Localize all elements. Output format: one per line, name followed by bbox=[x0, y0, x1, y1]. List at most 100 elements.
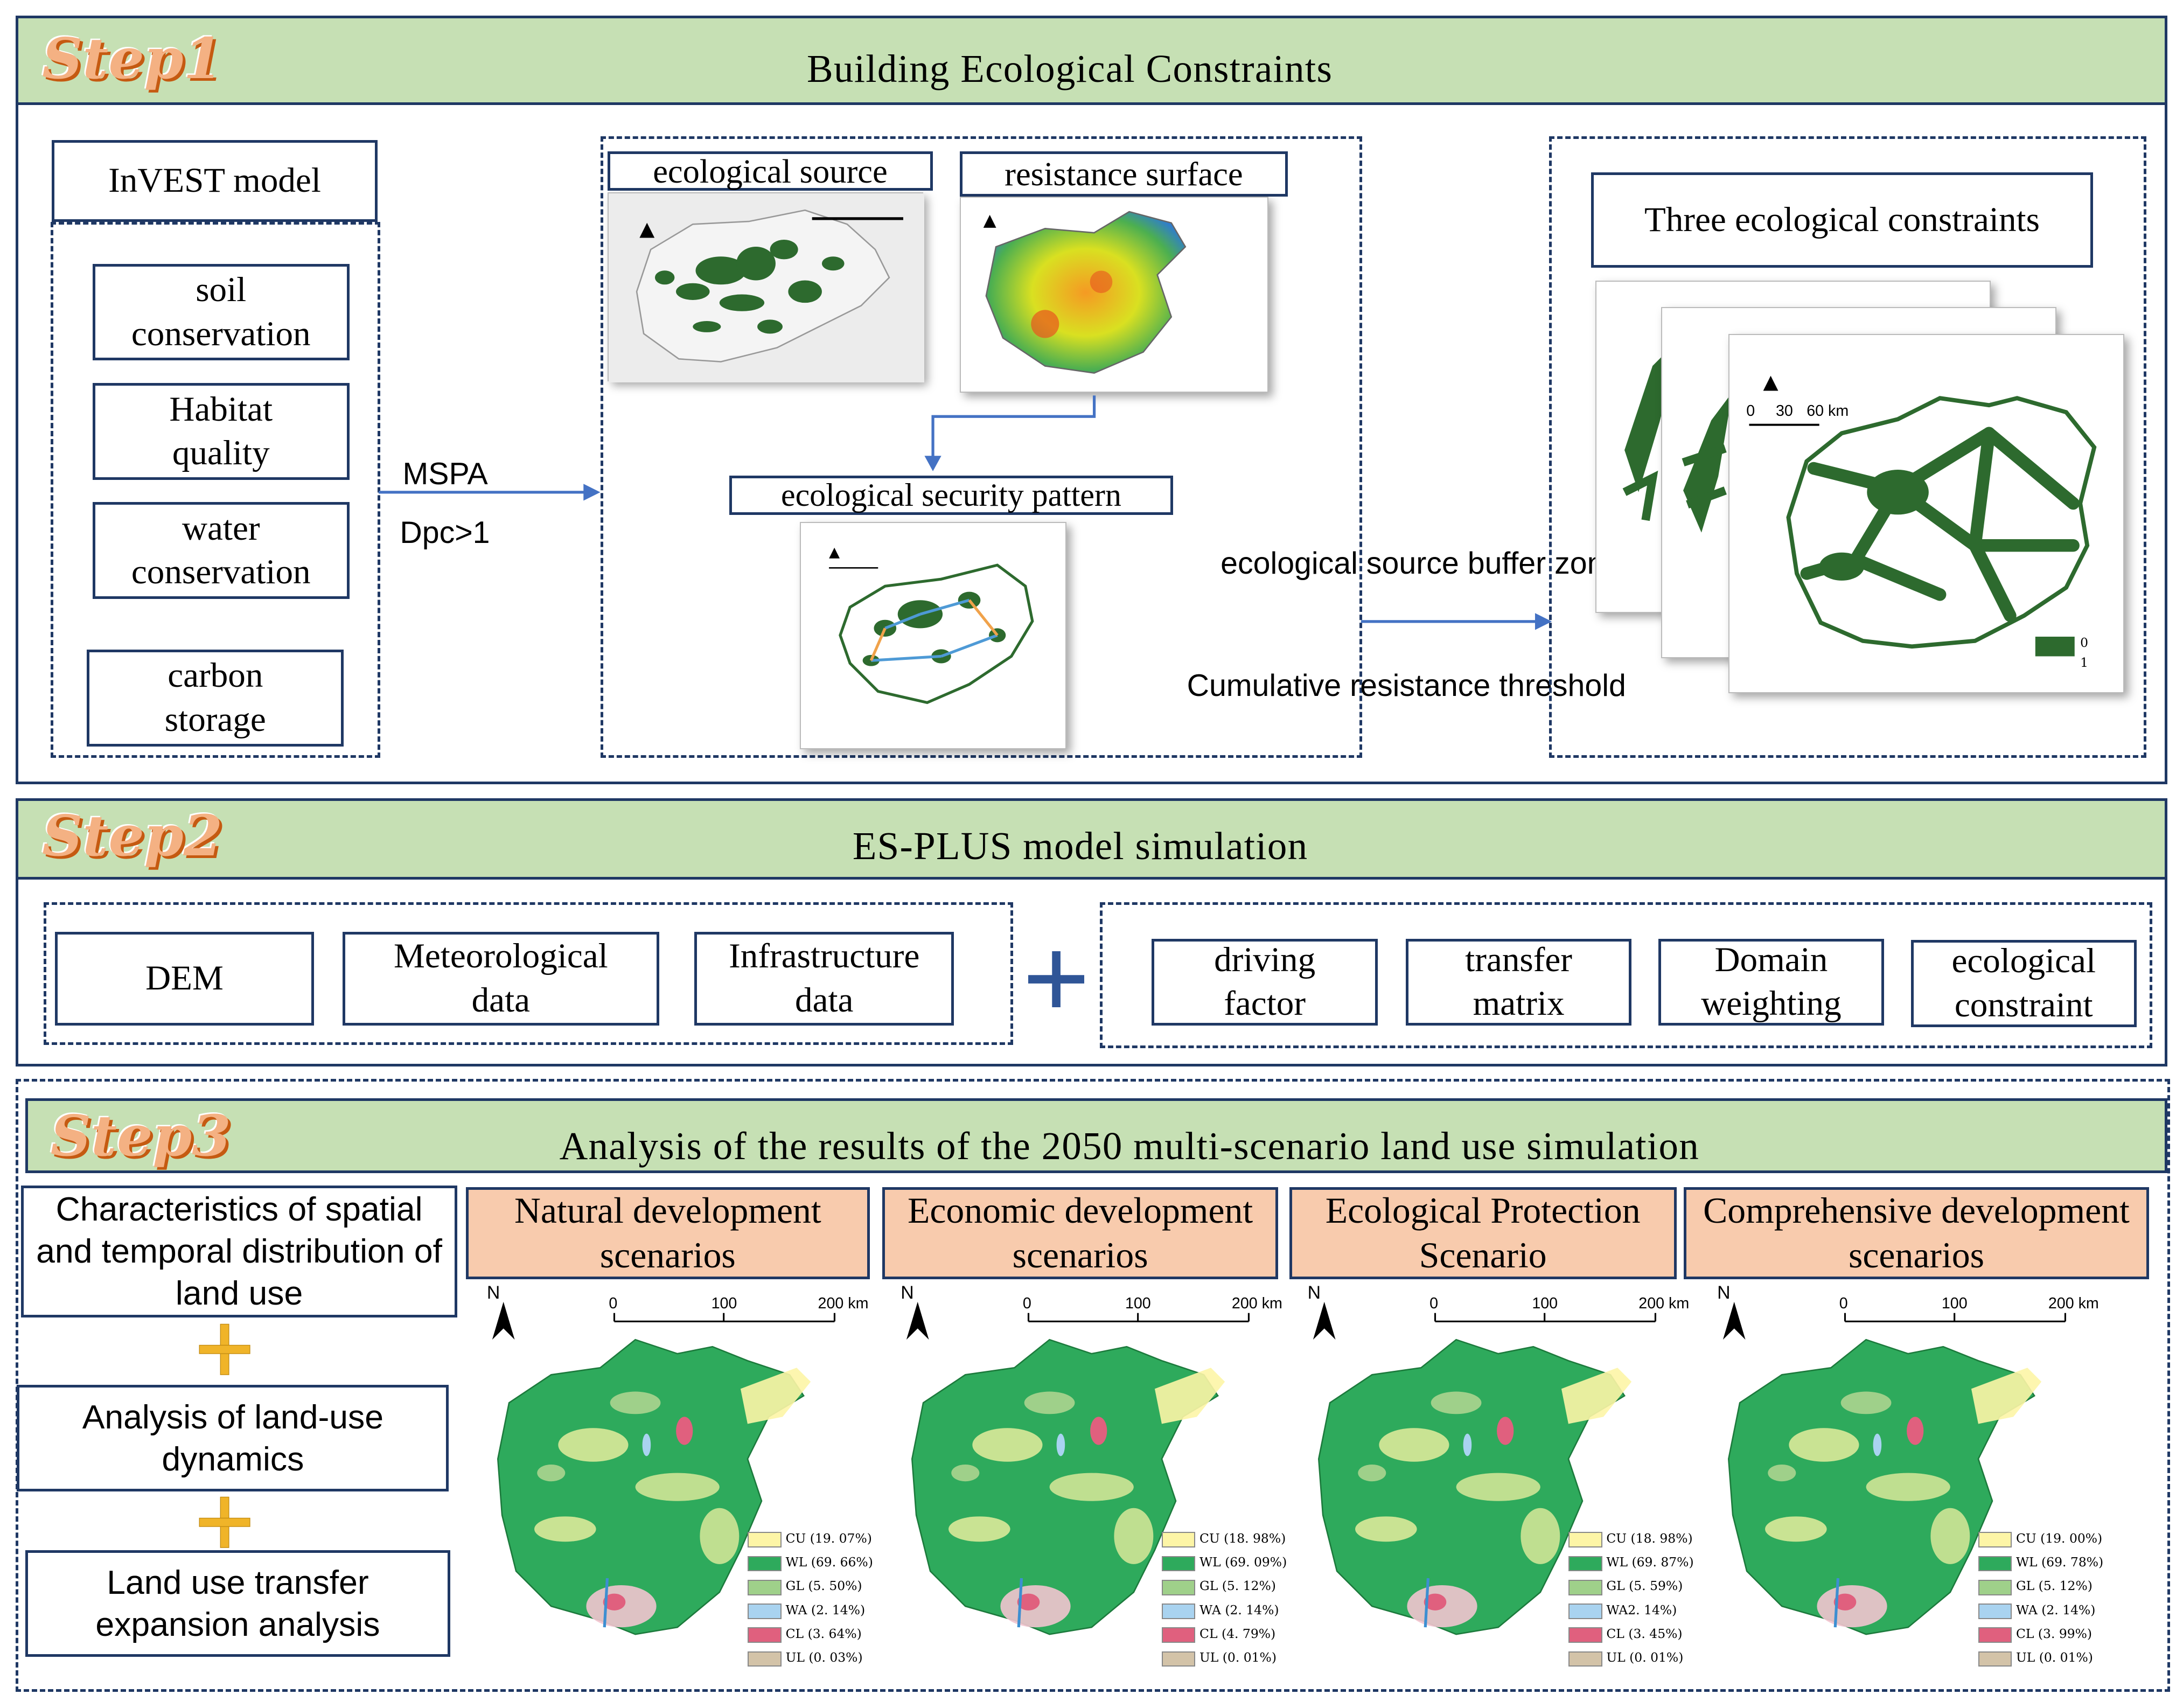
transfer-expansion-box: Land use transfer expansion analysis bbox=[25, 1550, 451, 1657]
step3-header bbox=[25, 1098, 2168, 1173]
legend-swatch bbox=[1568, 1604, 1602, 1619]
resistance-surface-map: ▲ bbox=[959, 196, 1268, 393]
north-label: N bbox=[901, 1282, 914, 1303]
infrastructure-box: Infrastructure data bbox=[694, 931, 954, 1026]
legend-label: CL (3. 45%) bbox=[1606, 1626, 1683, 1641]
soil-conservation-box: soil conservation bbox=[92, 263, 350, 361]
land-use-dynamics-box: Analysis of land-use dynamics bbox=[17, 1384, 449, 1491]
legend-label: UL (0. 01%) bbox=[1199, 1650, 1277, 1665]
meteorological-box: Meteorological data bbox=[342, 931, 660, 1026]
svg-text:▲: ▲ bbox=[639, 217, 654, 240]
legend-swatch bbox=[1568, 1556, 1602, 1572]
scenario-natural-header: Natural development scenarios bbox=[465, 1187, 870, 1280]
legend-swatch bbox=[1978, 1627, 2012, 1643]
constraint-map-front: ▲ 0 30 60 km 0 1 bbox=[1728, 333, 2124, 693]
constraint-map-front-graphic: ▲ bbox=[1749, 370, 2097, 657]
step1-header bbox=[15, 15, 2168, 106]
three-map-scale-0: 0 bbox=[1746, 402, 1755, 420]
scenario-economic-header: Economic development scenarios bbox=[882, 1187, 1278, 1280]
step3-plus-1 bbox=[193, 1319, 255, 1391]
legend-swatch bbox=[748, 1556, 782, 1572]
three-map-legend-0: 0 bbox=[2080, 635, 2089, 651]
legend-label: CU (19. 00%) bbox=[2015, 1530, 2103, 1546]
transfer-matrix-box: transfer matrix bbox=[1405, 938, 1632, 1026]
constraint-map-middle-graphic bbox=[1682, 392, 1733, 533]
scale-label: 100 bbox=[1941, 1295, 1968, 1313]
svg-text:▲: ▲ bbox=[1763, 370, 1778, 393]
legend-swatch bbox=[748, 1579, 782, 1595]
scenario-map-graphic bbox=[906, 1302, 1250, 1635]
legend-swatch bbox=[1161, 1579, 1196, 1595]
scale-label: 200 km bbox=[1638, 1295, 1690, 1313]
domain-weighting-box: Domain weighting bbox=[1658, 938, 1885, 1026]
legend-label: UL (0. 01%) bbox=[2015, 1650, 2093, 1665]
legend-label: WA2. 14%) bbox=[1606, 1602, 1677, 1618]
scenario-ecological-header: Ecological Protection Scenario bbox=[1289, 1187, 1677, 1280]
spatial-temporal-box: Characteristics of spatial and temporal … bbox=[21, 1185, 458, 1317]
legend-swatch bbox=[748, 1627, 782, 1643]
resistance-surface-label: resistance surface bbox=[959, 151, 1288, 197]
legend-label: WL (69. 87%) bbox=[1606, 1554, 1694, 1570]
legend-label: UL (0. 01%) bbox=[1606, 1650, 1684, 1665]
invest-group bbox=[50, 221, 380, 758]
legend-swatch bbox=[1978, 1651, 2012, 1667]
legend-swatch bbox=[1161, 1627, 1196, 1643]
legend-label: WL (69. 09%) bbox=[1199, 1554, 1287, 1570]
scale-label: 100 bbox=[711, 1295, 737, 1313]
gold-plus-icon bbox=[199, 1496, 250, 1548]
north-label: N bbox=[1717, 1282, 1731, 1303]
resistance-threshold-label: Cumulative resistance threshold bbox=[1187, 668, 1626, 703]
legend-swatch bbox=[1568, 1627, 1602, 1643]
legend-swatch bbox=[748, 1532, 782, 1547]
security-pattern-label: ecological security pattern bbox=[729, 475, 1173, 515]
mspa-label: MSPA bbox=[402, 456, 488, 491]
scale-label: 0 bbox=[1839, 1295, 1848, 1313]
legend-label: UL (0. 03%) bbox=[785, 1650, 863, 1665]
legend-label: WL (69. 66%) bbox=[785, 1554, 873, 1570]
driving-factor-box: driving factor bbox=[1152, 938, 1378, 1026]
three-map-legend-1: 1 bbox=[2080, 654, 2089, 670]
step2-data-group bbox=[43, 902, 1013, 1045]
step3-badge: Step3 bbox=[50, 1103, 231, 1169]
legend-label: GL (5. 59%) bbox=[1606, 1578, 1683, 1594]
legend-swatch bbox=[748, 1604, 782, 1619]
legend-swatch bbox=[1161, 1532, 1196, 1547]
security-pattern-map: ▲ bbox=[799, 521, 1066, 749]
scenario-map-panel: N 0 100 200 km CU (18. 98%) WL (69. 09%) GL (5… bbox=[881, 1282, 1288, 1676]
scenario-map-graphic bbox=[1722, 1302, 2066, 1635]
north-label: N bbox=[486, 1282, 500, 1303]
svg-text:▲: ▲ bbox=[983, 211, 996, 230]
svg-text:▲: ▲ bbox=[829, 544, 840, 560]
dpc-label: Dpc>1 bbox=[400, 515, 490, 550]
step2-badge: Step2 bbox=[42, 802, 223, 869]
legend-swatch bbox=[1978, 1604, 2012, 1619]
resistance-surface-map-graphic: ▲ bbox=[983, 211, 1186, 374]
legend-label: CU (18. 98%) bbox=[1606, 1530, 1693, 1546]
step1-title: Building Ecological Constraints bbox=[807, 46, 1333, 90]
step2-header bbox=[15, 798, 2168, 880]
scale-label: 0 bbox=[609, 1295, 618, 1313]
scale-label: 100 bbox=[1125, 1295, 1151, 1313]
ecological-source-label: ecological source bbox=[607, 151, 933, 191]
invest-model-box: InVEST model bbox=[52, 140, 378, 222]
step2-model-group bbox=[1100, 902, 2152, 1048]
scale-label: 200 km bbox=[1231, 1295, 1282, 1313]
legend-label: WA (2. 14%) bbox=[785, 1602, 866, 1618]
scale-label: 200 km bbox=[2048, 1295, 2099, 1313]
ecological-source-map-graphic: ▲ bbox=[608, 193, 924, 383]
three-map-scale-60: 60 km bbox=[1807, 402, 1849, 420]
legend-label: CL (4. 79%) bbox=[1199, 1626, 1276, 1641]
legend-swatch bbox=[1161, 1556, 1196, 1572]
step1-badge: Step1 bbox=[42, 25, 223, 92]
dem-box: DEM bbox=[54, 931, 315, 1026]
legend-label: CL (3. 99%) bbox=[2015, 1626, 2093, 1641]
legend-label: GL (5. 12%) bbox=[2015, 1578, 2093, 1594]
scenario-map-panel: N 0 100 200 km CU (18. 98%) WL (69. 87%) GL (5… bbox=[1288, 1282, 1694, 1676]
legend-swatch bbox=[1568, 1579, 1602, 1595]
legend-label: CL (3. 64%) bbox=[785, 1626, 862, 1641]
three-constraints-title: Three ecological constraints bbox=[1591, 172, 2094, 268]
legend-swatch bbox=[1978, 1579, 2012, 1595]
legend-label: WL (69. 78%) bbox=[2015, 1554, 2104, 1570]
step3-title: Analysis of the results of the 2050 mult… bbox=[559, 1124, 1699, 1168]
scenario-map-panel: N 0 100 200 km CU (19. 07%) WL (69. 66%) GL (5… bbox=[467, 1282, 874, 1676]
